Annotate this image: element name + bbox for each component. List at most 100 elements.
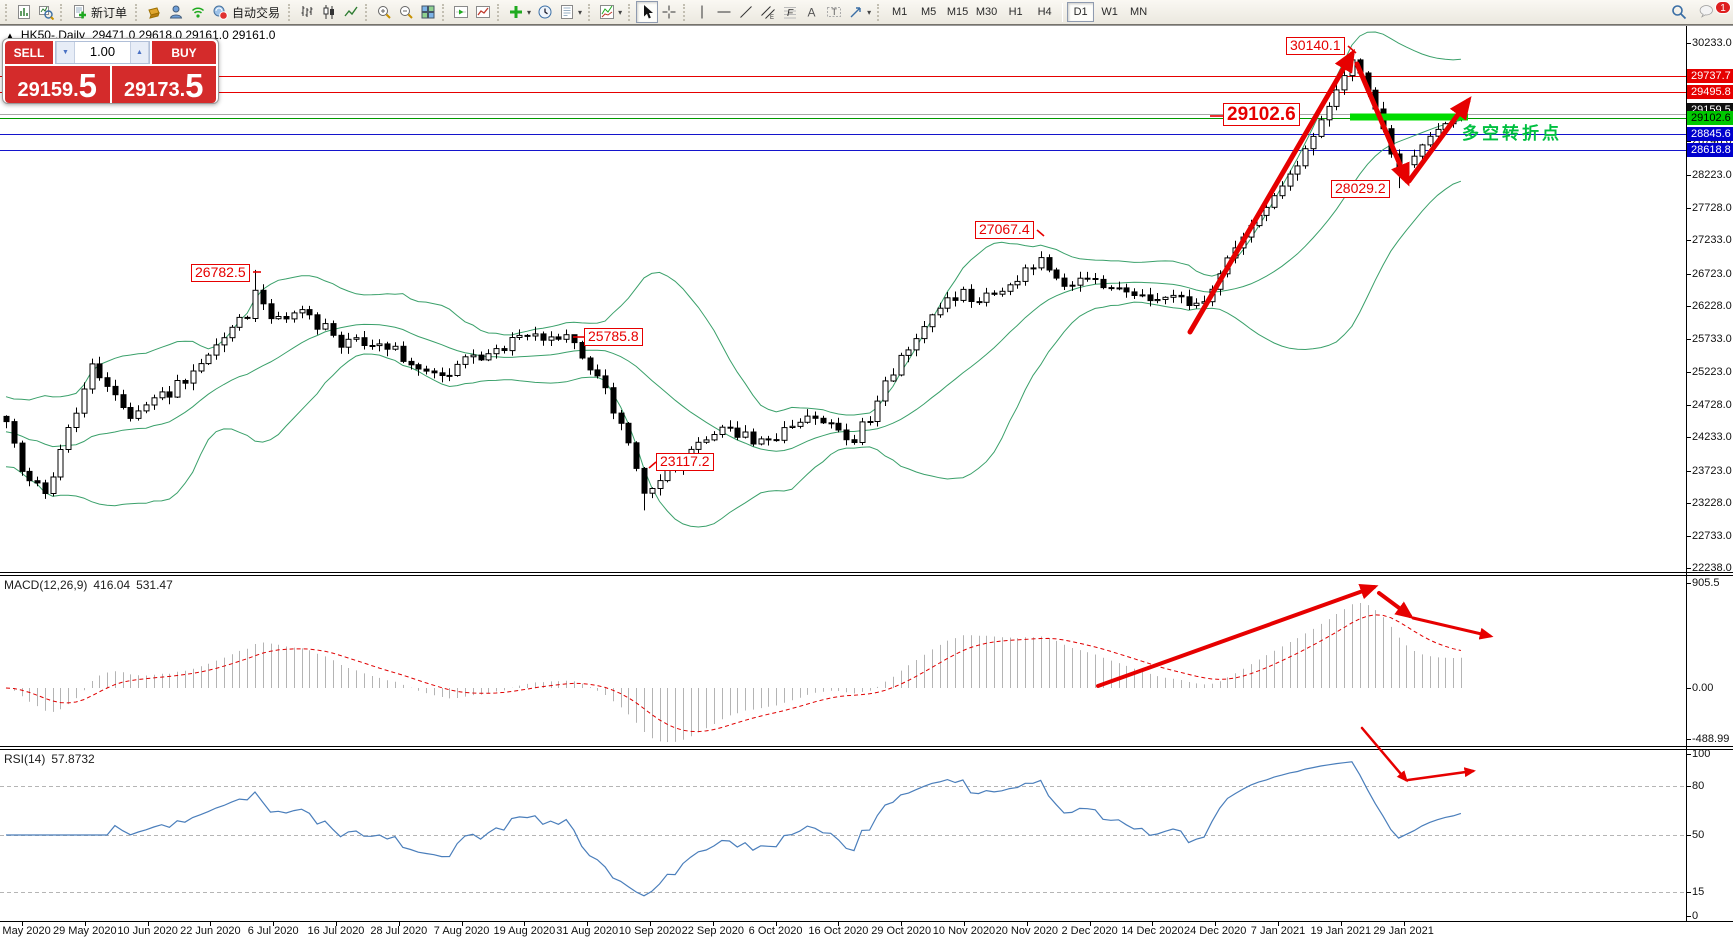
macd-pane [5, 603, 1462, 742]
rsi-name: RSI(14) [4, 752, 46, 766]
trend-arrow[interactable] [1406, 767, 1476, 782]
volume-decrease-button[interactable]: ▼ [56, 42, 75, 63]
price-axis-label: 27728.0 [1692, 202, 1732, 214]
timeframe-mn-button[interactable]: MN [1125, 2, 1152, 22]
label-icon: T [826, 4, 842, 20]
strategy-tester-button[interactable] [450, 1, 472, 23]
price-annotation[interactable]: 28029.2 [1331, 180, 1390, 198]
date-axis-label: 6 Oct 2020 [748, 925, 803, 937]
fibonacci-button[interactable]: F [779, 1, 801, 23]
indicator-list-button[interactable]: ▾ [596, 1, 625, 23]
profile-button[interactable] [165, 1, 187, 23]
dropdown-arrow-icon[interactable]: ▾ [867, 7, 872, 17]
macd-name: MACD(12,26,9) [4, 578, 88, 592]
price-annotation[interactable]: 29102.6 [1223, 103, 1300, 127]
dropdown-arrow-icon[interactable]: ▾ [578, 7, 583, 17]
sell-button[interactable]: SELL [5, 41, 53, 64]
volume-value[interactable]: 1.00 [89, 44, 116, 59]
turning-point-label[interactable]: 多空转折点 [1462, 124, 1562, 143]
templates-button[interactable]: ▾ [556, 1, 585, 23]
price-axis-label: 30233.0 [1692, 37, 1732, 49]
new-template-button[interactable] [472, 1, 494, 23]
add-indicator-button[interactable]: ▾ [505, 1, 534, 23]
trendline-button[interactable] [735, 1, 757, 23]
tile-windows-button[interactable] [417, 1, 439, 23]
timeframe-d1-button[interactable]: D1 [1067, 2, 1095, 22]
date-axis-label: 19 Aug 2020 [493, 925, 556, 937]
trend-arrows[interactable] [253, 45, 1494, 783]
price-annotation[interactable]: 26782.5 [191, 264, 250, 282]
label-button[interactable]: T [823, 1, 845, 23]
timeframe-m5-button[interactable]: M5 [915, 2, 942, 22]
trend-arrow[interactable] [1377, 591, 1414, 619]
trend-arrow[interactable] [1360, 726, 1408, 783]
collapse-arrow-icon[interactable]: ▲ [6, 30, 14, 40]
text-button[interactable]: A [801, 1, 823, 23]
buy-button[interactable]: BUY [152, 41, 216, 64]
zoom-in-button[interactable] [373, 1, 395, 23]
timeframe-h1-button[interactable]: H1 [1002, 2, 1029, 22]
chart-preview-button[interactable] [35, 1, 57, 23]
date-axis-label: 29 Jan 2021 [1373, 925, 1434, 937]
new-order-button[interactable]: 新订单 [68, 1, 132, 23]
period-button[interactable] [534, 1, 556, 23]
rsi-axis-label: 80 [1692, 780, 1705, 792]
autotrading-button[interactable]: 自动交易 [209, 1, 285, 23]
signal-icon [190, 4, 206, 20]
date-axis-label: 31 Aug 2020 [556, 925, 619, 937]
timeframe-w1-button[interactable]: W1 [1096, 2, 1123, 22]
trend-arrow[interactable] [1096, 584, 1379, 688]
candles-chart-button[interactable] [318, 1, 340, 23]
date-axis-label: 19 Jan 2021 [1310, 925, 1372, 937]
cursor-button[interactable] [636, 1, 659, 23]
period-icon [537, 4, 553, 20]
trend-arrow[interactable] [1354, 61, 1410, 187]
styles-button[interactable] [143, 1, 165, 23]
timeframe-m1-button[interactable]: M1 [886, 2, 913, 22]
date-axis-label: 29 Oct 2020 [871, 925, 932, 937]
turning-point-highlight[interactable] [1350, 113, 1468, 121]
macd-axis-label: -488.99 [1692, 733, 1730, 745]
new-template-icon [475, 4, 491, 20]
volume-stepper: ▼ 1.00 ▲ [55, 41, 150, 64]
date-axis-label: 22 Sep 2020 [681, 925, 744, 937]
dropdown-arrow-icon[interactable]: ▾ [527, 7, 532, 17]
timeframe-m30-button[interactable]: M30 [973, 2, 1000, 22]
timeframe-m15-button[interactable]: M15 [944, 2, 971, 22]
bars-chart-button[interactable] [296, 1, 318, 23]
zoom-out-button[interactable] [395, 1, 417, 23]
axis-price-badge: 28845.6 [1687, 127, 1733, 141]
sell-price-dot: . [73, 79, 79, 101]
price-annotation[interactable]: 30140.1 [1286, 37, 1345, 55]
trend-arrow[interactable] [1406, 96, 1472, 184]
date-axis-label: 10 Nov 2020 [932, 925, 996, 937]
chat-button[interactable]: 1 [1699, 1, 1731, 21]
timeframe-h4-button[interactable]: H4 [1031, 2, 1058, 22]
axis-price-badge: 29495.8 [1687, 85, 1733, 99]
dropdown-arrow-icon[interactable]: ▾ [618, 7, 623, 17]
crosshair-button[interactable] [658, 1, 680, 23]
channel-button[interactable]: E [757, 1, 779, 23]
new-chart-button[interactable] [13, 1, 35, 23]
price-annotation[interactable]: 25785.8 [584, 328, 643, 346]
date-axis-label: 16 Jul 2020 [307, 925, 365, 937]
volume-increase-button[interactable]: ▲ [130, 42, 149, 63]
autotrading-icon [212, 4, 228, 20]
price-annotation[interactable]: 27067.4 [975, 221, 1034, 239]
vline-button[interactable] [691, 1, 713, 23]
price-annotation[interactable]: 23117.2 [656, 453, 714, 471]
add-indicator-icon [508, 4, 524, 20]
shapes-button[interactable]: ▾ [845, 1, 874, 23]
trend-arrow[interactable] [1187, 48, 1356, 335]
hline-button[interactable] [713, 1, 735, 23]
sell-price-button[interactable]: 29159. 5 [5, 66, 110, 103]
trend-arrow[interactable] [1411, 616, 1494, 640]
buy-price-button[interactable]: 29173. 5 [111, 66, 216, 103]
signal-button[interactable] [187, 1, 209, 23]
styles-icon [146, 4, 162, 20]
search-icon[interactable] [1671, 4, 1687, 20]
price-axis-label: 27233.0 [1692, 234, 1732, 246]
line-chart-button[interactable] [340, 1, 362, 23]
candlesticks [3, 49, 1465, 511]
